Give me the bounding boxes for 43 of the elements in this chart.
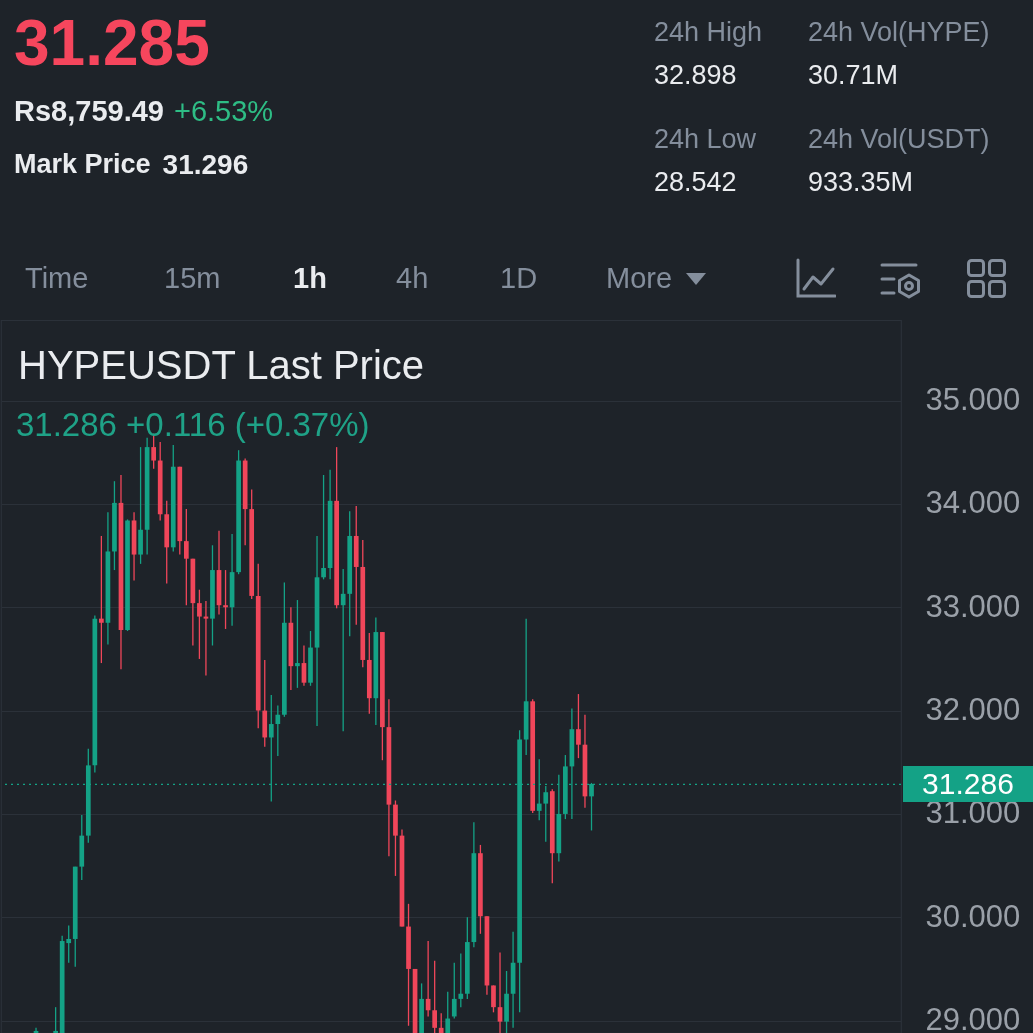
text: Time — [25, 262, 89, 296]
text: 24h Vol(HYPE) — [808, 17, 990, 49]
text: More — [606, 262, 673, 296]
y-tick-label: 34.000 — [925, 485, 1021, 521]
y-tick-label: 30.000 — [925, 898, 1021, 934]
text: 1D — [500, 262, 538, 296]
text: 31.296 — [162, 148, 249, 182]
text: 31.285 — [14, 7, 210, 81]
candlestick — [432, 960, 438, 1033]
text: 30.71M — [808, 60, 899, 92]
y-tick-label: 32.000 — [925, 692, 1021, 728]
y-tick-label: 35.000 — [925, 382, 1021, 418]
candlestick — [491, 984, 496, 1013]
candlestick — [183, 508, 189, 606]
text: 24h Vol(USDT) — [808, 124, 990, 156]
text: 24h Low — [654, 124, 757, 156]
text: 32.898 — [654, 60, 737, 92]
text: 4h — [396, 262, 429, 296]
y-tick-label: 33.000 — [925, 588, 1021, 624]
text: 933.35M — [808, 167, 914, 199]
candlestick — [445, 991, 451, 1033]
text: 28.542 — [654, 167, 737, 199]
text: 24h High — [654, 17, 763, 49]
candlestick — [451, 962, 457, 1020]
candlestick — [53, 1006, 58, 1033]
candlestick — [275, 704, 281, 757]
text: 15m — [164, 262, 221, 296]
candlestick — [438, 1012, 444, 1033]
candlestick — [340, 568, 346, 732]
text: HYPEUSDT Last Price — [18, 342, 425, 388]
candlestick — [99, 535, 104, 664]
text: +6.53% — [173, 95, 274, 129]
text: Mark Price — [14, 149, 151, 181]
text: 1h — [293, 262, 327, 296]
candlestick — [197, 589, 202, 660]
candlestick — [576, 693, 581, 759]
candlestick — [295, 599, 300, 689]
candlestick — [223, 569, 228, 630]
text: 31.286 +0.116 (+0.37%) — [16, 406, 370, 444]
text: Rs8,759.49 — [14, 95, 164, 129]
y-tick-label: 29.000 — [925, 1002, 1021, 1033]
candlestick — [321, 474, 326, 581]
candlestick — [458, 952, 464, 1008]
